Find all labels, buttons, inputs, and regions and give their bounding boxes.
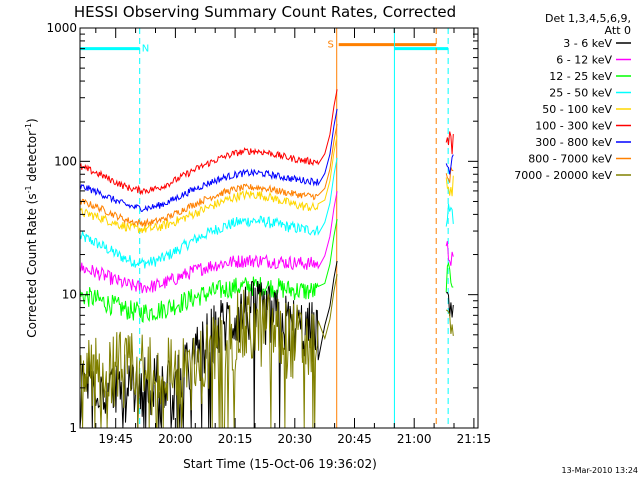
bar-label: N [142, 44, 149, 55]
transition-lines [79, 28, 449, 428]
series-line-0 [79, 260, 338, 429]
series-line-4-after-gap [445, 175, 454, 197]
series-line-8 [79, 274, 338, 429]
series-line-7-after-gap [445, 167, 454, 183]
legend-label: 800 - 7000 keV [528, 153, 612, 166]
bar-label: S [328, 40, 334, 51]
y-tick-label: 1000 [46, 21, 77, 35]
series-line-6 [79, 108, 338, 212]
plot-frame [79, 27, 479, 429]
footer-timestamp: 13-Mar-2010 13:24 [562, 466, 639, 475]
series-line-1-after-gap [445, 240, 454, 266]
legend-label: 25 - 50 keV [549, 87, 612, 100]
y-tick-label: 10 [62, 288, 77, 302]
series-line-3-after-gap [445, 203, 454, 227]
x-tick-label: 20:00 [158, 432, 193, 446]
axes: 1 10 100 1000 19:45 20:00 20:15 20:30 20:45 21:00… [46, 21, 491, 446]
series-line-2-after-gap [445, 261, 454, 293]
series-line-2 [79, 218, 338, 324]
x-tick-label: 20:45 [337, 432, 372, 446]
legend-label: 7000 - 20000 keV [514, 169, 612, 182]
legend-label: 300 - 800 keV [535, 136, 612, 149]
chart-title: HESSI Observing Summary Count Rates, Cor… [74, 3, 456, 21]
y-tick-label: 100 [54, 154, 77, 168]
series-line-5 [79, 89, 338, 196]
x-tick-label: 19:45 [98, 432, 133, 446]
series-line-6-after-gap [445, 154, 454, 175]
legend-label: 100 - 300 keV [535, 120, 612, 133]
x-tick-label: 20:15 [218, 432, 253, 446]
x-tick-label: 21:00 [397, 432, 432, 446]
legend-label: 12 - 25 keV [549, 70, 612, 83]
series-lines [79, 89, 454, 429]
series-line-1 [79, 191, 338, 294]
x-tick-label: 21:15 [457, 432, 492, 446]
series-line-3 [79, 157, 338, 269]
legend-header: Att 0 [605, 24, 631, 37]
y-tick-label: 1 [69, 421, 77, 435]
legend-label: 6 - 12 keV [556, 54, 612, 67]
series-line-5-after-gap [445, 131, 454, 155]
legend-header: Det 1,3,4,5,6,9, [545, 12, 631, 25]
legend-label: 50 - 100 keV [542, 103, 612, 116]
legend: Det 1,3,4,5,6,9,Att 03 - 6 keV 6 - 12 keV… [514, 12, 631, 182]
series-line-4 [79, 135, 338, 234]
series-line-7 [79, 123, 338, 227]
legend-label: 3 - 6 keV [563, 37, 612, 50]
x-tick-label: 20:30 [278, 432, 313, 446]
y-axis-title: Corrected Count Rate (s-1 detector-1) [24, 118, 39, 337]
series-line-8-after-gap [445, 309, 454, 336]
x-axis-title: Start Time (15-Oct-06 19:36:02) [183, 457, 377, 471]
